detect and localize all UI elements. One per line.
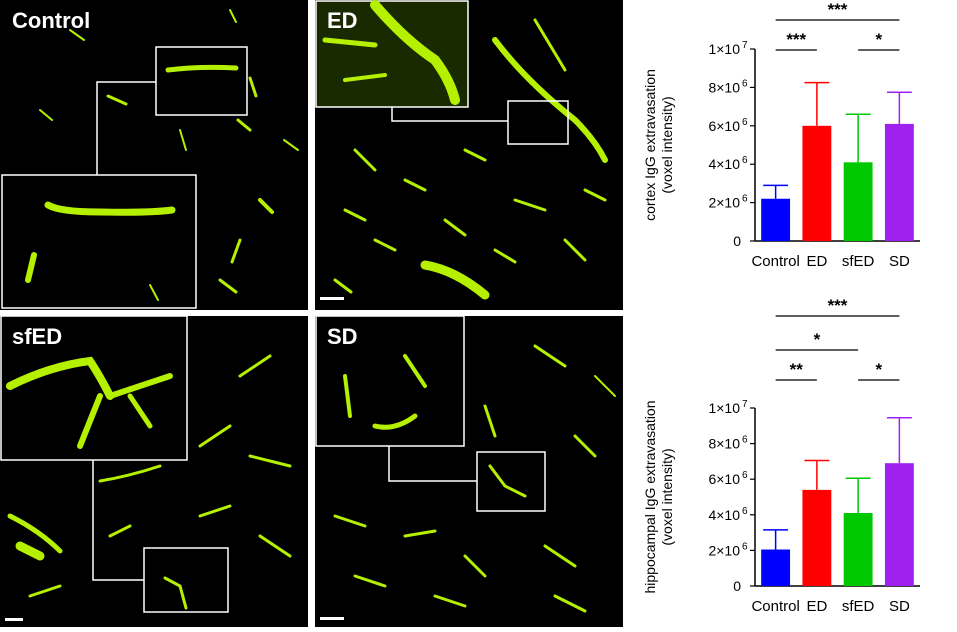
ed-micrograph: ED: [315, 0, 623, 310]
hippo-sig-label-3: *: [875, 360, 882, 379]
hippo-ytick-label-2: 4×10: [708, 507, 740, 523]
cortex-sig-label-1: ***: [786, 30, 806, 49]
cortex-bar-chart: 0 2×10 6 4×10 6 6×10 6 8×10 6 1×10 7 cortex IgG ext…: [630, 0, 957, 310]
cortex-ylabel-line1: cortex IgG extravasation: [642, 69, 658, 221]
control-micrograph: Control: [0, 0, 308, 310]
sfed-micrograph: sfED: [0, 316, 308, 627]
hippo-bar-3: [884, 463, 914, 586]
panel-label-control: Control: [12, 8, 91, 33]
hippo-sig-label-1: *: [814, 330, 821, 349]
cortex-ytick-label-2: 4×10: [708, 156, 740, 172]
cortex-xtick-label-0: Control: [751, 253, 799, 270]
cortex-xtick-label-2: sfED: [842, 253, 875, 270]
hippo-xtick-label-3: SD: [889, 598, 910, 615]
cortex-bar-0: [761, 198, 791, 241]
cortex-ytick-label-3: 6×10: [708, 118, 740, 134]
cortex-ylabel-line2: (voxel intensity): [659, 96, 675, 193]
hippo-ylabel-line2: (voxel intensity): [659, 448, 675, 545]
hippo-bar-0: [761, 549, 791, 586]
hippo-ytick-exp-4: 6: [742, 435, 748, 446]
cortex-ytick-label-4: 8×10: [708, 79, 740, 95]
hippo-xtick-label-2: sfED: [842, 598, 875, 615]
cortex-xtick-label-1: ED: [806, 253, 827, 270]
sd-vessels: [315, 316, 616, 620]
hippo-bar-2: [843, 513, 873, 586]
hippo-ytick-label-5: 1×10: [708, 400, 740, 416]
hippo-ylabel-line1: hippocampal IgG extravasation: [642, 401, 658, 594]
ed-vessels: [315, 0, 608, 300]
panel-label-ed: ED: [327, 8, 358, 33]
control-vessels: [1, 9, 299, 309]
cortex-ytick-label-1: 2×10: [708, 195, 740, 211]
cortex-ytick-label-5: 1×10: [708, 41, 740, 57]
hippo-xtick-label-0: Control: [751, 598, 799, 615]
hippo-ytick-exp-3: 6: [742, 470, 748, 481]
hippo-sig-label-2: **: [790, 360, 804, 379]
hippo-sig-label-0: ***: [828, 296, 848, 315]
sfed-vessels: [0, 316, 292, 621]
hippo-ytick-label-3: 6×10: [708, 471, 740, 487]
cortex-sig-label-2: *: [875, 30, 882, 49]
hippo-xtick-label-1: ED: [806, 598, 827, 615]
cortex-ytick-exp-2: 6: [742, 155, 748, 166]
hippo-ytick-label-1: 2×10: [708, 542, 740, 558]
hippo-ytick-label-4: 8×10: [708, 436, 740, 452]
cortex-bar-3: [884, 123, 914, 241]
cortex-bar-2: [843, 162, 873, 241]
panel-label-sfed: sfED: [12, 324, 63, 349]
cortex-ytick-exp-1: 6: [742, 194, 748, 205]
cortex-ytick-exp-5: 7: [742, 40, 748, 51]
hippocampal-bar-chart: 0 2×10 6 4×10 6 6×10 6 8×10 6 1×10 7 hippocampal Ig…: [630, 295, 957, 627]
cortex-sig-label-0: ***: [828, 0, 848, 19]
cortex-ytick-exp-3: 6: [742, 117, 748, 128]
hippo-ytick-exp-1: 6: [742, 541, 748, 552]
hippo-ytick-exp-5: 7: [742, 399, 748, 410]
sd-micrograph: SD: [315, 316, 623, 627]
hippo-ytick-label-0: 0: [733, 578, 741, 594]
panel-label-sd: SD: [327, 324, 358, 349]
hippo-bar-1: [802, 489, 832, 586]
cortex-ytick-exp-4: 6: [742, 78, 748, 89]
cortex-bar-1: [802, 125, 832, 241]
cortex-ytick-label-0: 0: [733, 233, 741, 249]
hippo-ytick-exp-2: 6: [742, 506, 748, 517]
cortex-xtick-label-3: SD: [889, 253, 910, 270]
